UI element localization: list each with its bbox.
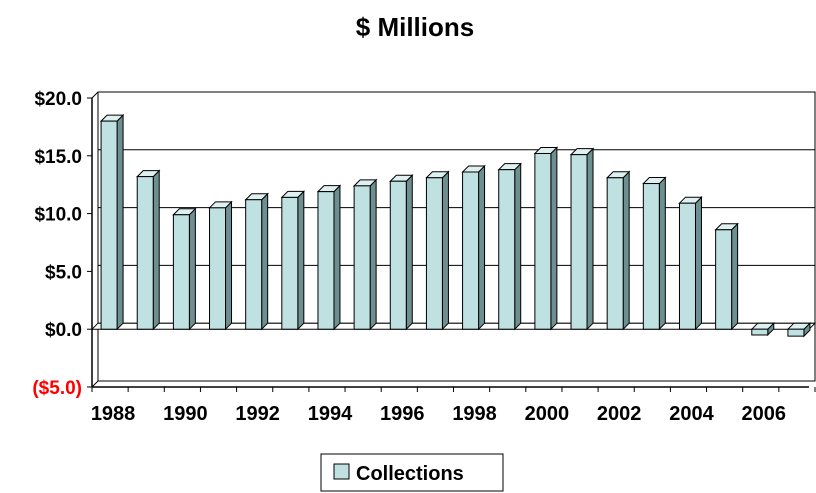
bar-2004 [678,202,696,330]
bar-side-2002 [622,170,630,331]
bar-side-1992 [261,192,269,331]
zero-floor [90,322,816,330]
chart-title: $ Millions [356,12,474,42]
bar-1991 [209,207,227,330]
x-tick-label: 1988 [91,403,136,425]
bar-2006 [751,328,769,336]
y-tick-label: $0.0 [45,320,82,341]
bar-side-1990 [188,207,196,331]
x-tick-label: 2004 [669,403,714,425]
bar-2007 [787,328,805,337]
bar-1999 [498,169,516,330]
bar-side-1996 [405,174,413,331]
bar-1992 [245,199,263,330]
bar-1994 [317,191,335,330]
legend-swatch [333,463,350,480]
bar-1996 [389,180,407,330]
bar-2000 [534,152,552,330]
x-tick-label: 2000 [525,403,570,425]
x-tick-label: 1990 [163,403,208,425]
bar-1995 [353,185,371,330]
y-tick-label: $5.0 [45,262,82,283]
bar-side-2003 [658,176,666,331]
legend: Collections [320,453,504,492]
y-tick-label: $10.0 [34,205,82,226]
bar-1998 [462,171,480,330]
bar-side-1998 [478,164,486,331]
bar-1989 [136,176,154,330]
x-tick-label: 1994 [308,403,353,425]
plot-frame [97,91,816,382]
bar-side-1988 [116,113,124,331]
bar-1993 [281,196,299,330]
bar-side-1997 [441,170,449,331]
x-tick-label: 1998 [452,403,497,425]
bar-2002 [606,177,624,330]
bar-2005 [715,229,733,330]
bar-1997 [425,177,443,330]
x-tick-label: 2002 [597,403,642,425]
legend-box [320,453,504,492]
bar-1990 [172,214,190,330]
bar-2003 [642,183,660,330]
bar-side-1993 [297,190,305,331]
bar-side-1999 [514,162,522,331]
y-tick-label: $15.0 [34,147,82,168]
bar-1988 [100,120,118,330]
corner-depth [91,380,99,388]
y-axis-depth [91,91,99,99]
x-tick-label: 1996 [380,403,425,425]
y-tick-label: $20.0 [34,89,82,110]
x-tick-label: 1992 [235,403,280,425]
x-tick-label: 2006 [742,403,787,425]
legend-label-collections: Collections [356,463,464,485]
bar-side-1989 [152,169,160,331]
bar-side-2000 [550,146,558,331]
plot-area: $20.0 $15.0 $10.0 $5.0 $0.0 ($5.0) 1988 1990 199… [32,89,816,425]
bar-side-2001 [586,147,594,331]
y-tick-label: ($5.0) [32,378,82,399]
bar-side-2004 [694,195,702,331]
bar-side-1995 [369,178,377,331]
bar-side-1994 [333,184,341,331]
bar-side-2005 [731,222,739,331]
bar-side-1991 [225,200,233,331]
bar-2001 [570,154,588,330]
